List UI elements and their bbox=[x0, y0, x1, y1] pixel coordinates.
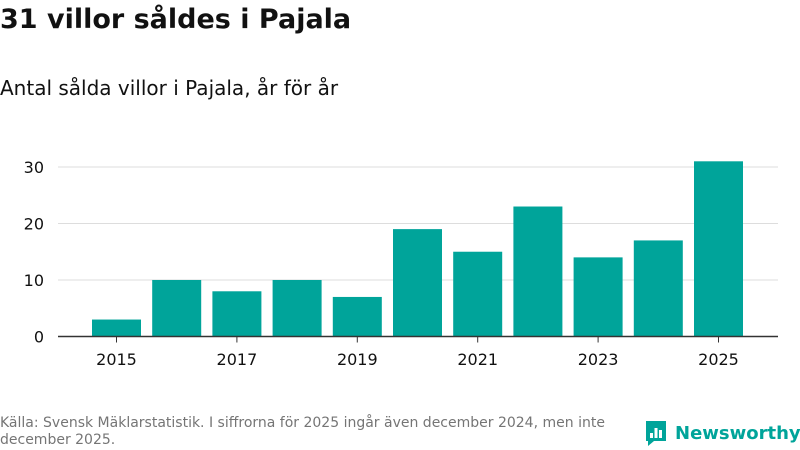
bar-2016 bbox=[152, 279, 202, 337]
x-tick-label-2015: 2015 bbox=[96, 350, 137, 369]
x-tick-label-2019: 2019 bbox=[337, 350, 378, 369]
x-tick-label-2021: 2021 bbox=[457, 350, 498, 369]
bar-2019 bbox=[332, 296, 382, 337]
y-tick-label-30: 30 bbox=[24, 158, 44, 177]
x-tick-label-2017: 2017 bbox=[217, 350, 258, 369]
x-tick-label-2025: 2025 bbox=[698, 350, 739, 369]
newsworthy-logo[interactable]: Newsworthy bbox=[644, 419, 800, 447]
bar-2025 bbox=[694, 161, 743, 337]
source-note: Källa: Svensk Mäklarstatistik. I siffror… bbox=[0, 415, 605, 448]
newsworthy-logo-icon bbox=[646, 421, 666, 446]
y-tick-label-20: 20 bbox=[24, 214, 44, 233]
bar-2018 bbox=[272, 279, 322, 337]
bar-2017 bbox=[212, 291, 262, 337]
bar-2023 bbox=[573, 257, 623, 337]
chart-subtitle: Antal sålda villor i Pajala, år för år bbox=[0, 76, 339, 100]
chart-title: 31 villor såldes i Pajala bbox=[0, 4, 352, 35]
y-tick-label-0: 0 bbox=[34, 328, 44, 347]
bar-2024 bbox=[633, 240, 683, 337]
y-tick-label-10: 10 bbox=[24, 271, 44, 290]
bar-chart: 0 10 20 30 2015 2017 2019 2021 2023 2025 bbox=[24, 158, 778, 369]
x-tick-label-2023: 2023 bbox=[578, 350, 619, 369]
logo-text: Newsworthy bbox=[675, 422, 800, 444]
bar-2022 bbox=[513, 206, 563, 337]
bar-2021 bbox=[453, 251, 503, 337]
bar-2015 bbox=[92, 319, 141, 337]
bar-2020 bbox=[393, 229, 442, 337]
